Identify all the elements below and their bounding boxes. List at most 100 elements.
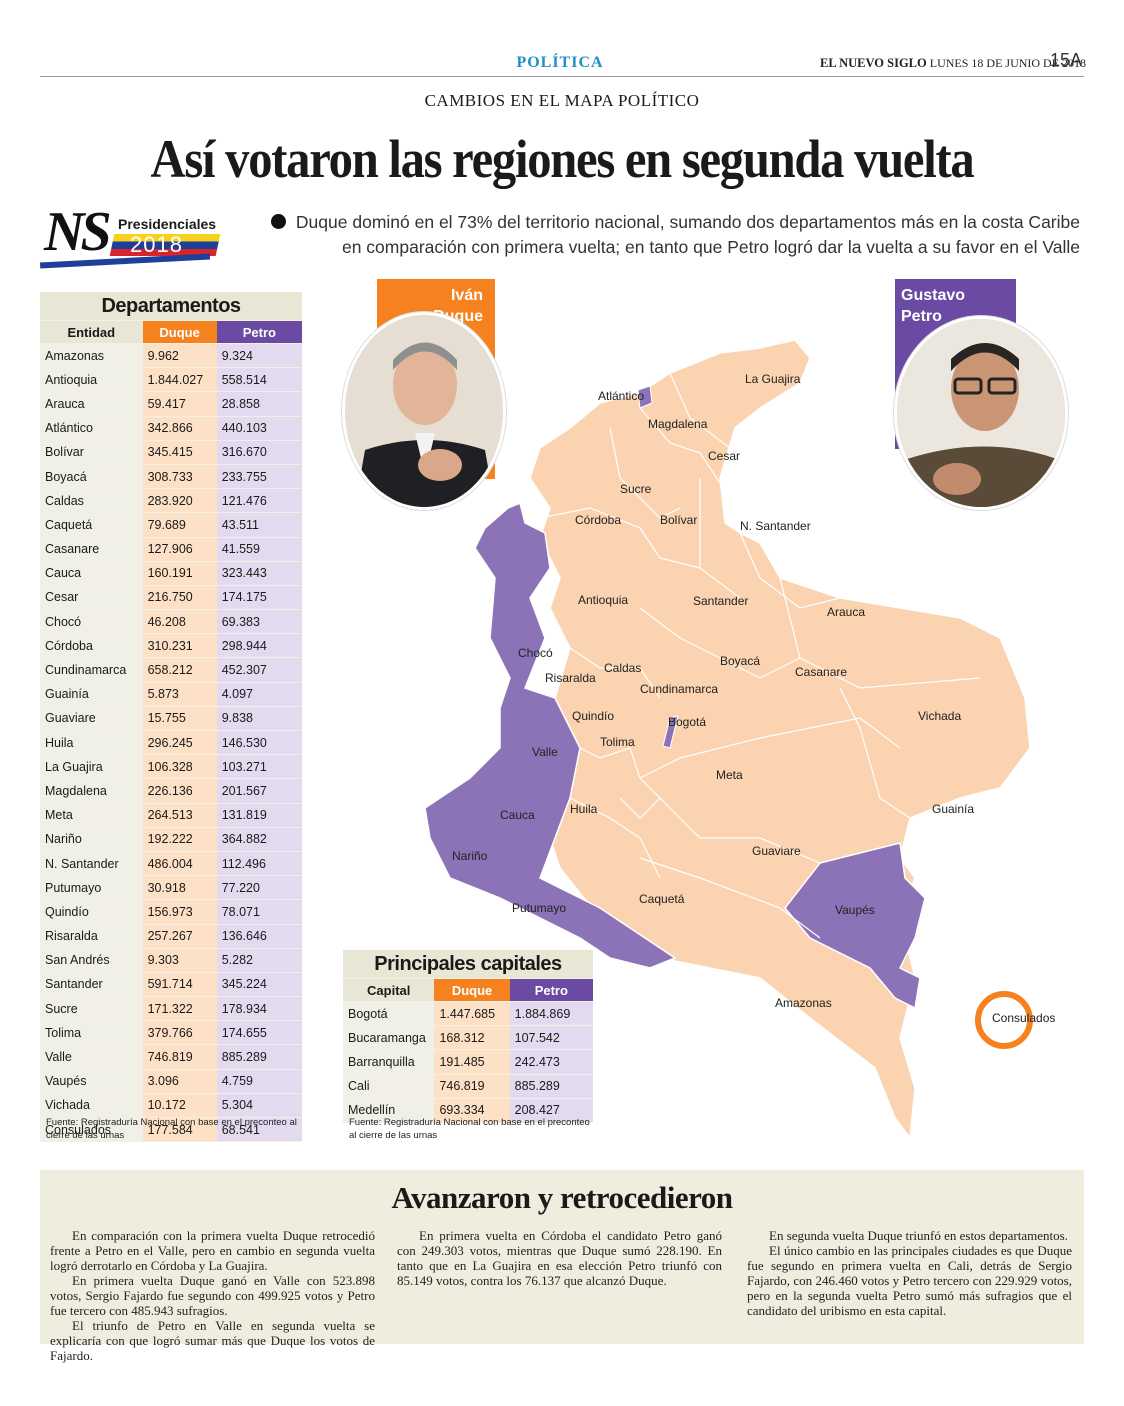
entity-cell: Nariño [40, 827, 143, 852]
duque-votes-cell: 5.873 [142, 682, 217, 707]
petro-votes-cell: 885.289 [509, 1074, 593, 1099]
article-column-1: En comparación con la primera vuelta Duq… [50, 1228, 375, 1363]
capitals-table: Principales capitales Capital Duque Petr… [343, 950, 593, 1123]
petro-votes-cell: 121.476 [216, 488, 302, 514]
petro-votes-cell: 28.858 [216, 391, 302, 417]
col-header-duque: Duque [142, 320, 217, 344]
petro-votes-cell: 146.530 [216, 730, 302, 756]
entity-cell: Putumayo [40, 875, 143, 901]
entity-cell: La Guajira [40, 754, 143, 780]
entity-cell: Medellín [343, 1098, 435, 1123]
department-row: Amazonas 9.962 9.324 [40, 343, 302, 369]
map-label: Quindío [572, 709, 614, 723]
department-row: Bolívar 345.415 316.670 [40, 440, 302, 465]
capitals-header-row: Capital Duque Petro [343, 978, 593, 1002]
map-label: Caldas [604, 661, 641, 675]
duque-votes-cell: 59.417 [142, 391, 217, 417]
department-row: Putumayo 30.918 77.220 [40, 875, 302, 901]
map-atlantico [637, 385, 653, 409]
entity-cell: Magdalena [40, 778, 143, 804]
duque-votes-cell: 192.222 [142, 827, 217, 852]
kicker: CAMBIOS EN EL MAPA POLÍTICO [424, 91, 700, 110]
department-row: Caldas 283.920 121.476 [40, 488, 302, 514]
department-row: La Guajira 106.328 103.271 [40, 754, 302, 780]
map-label: Valle [532, 745, 558, 759]
petro-votes-cell: 5.304 [216, 1093, 302, 1119]
paragraph: El único cambio en las principales ciuda… [747, 1243, 1072, 1318]
petro-votes-cell: 4.759 [216, 1069, 302, 1094]
map-region-petro-west [424, 501, 677, 969]
header-rule [40, 76, 1084, 77]
map-label: N. Santander [740, 519, 811, 533]
bottom-article-title: Avanzaron y retrocedieron [391, 1180, 733, 1215]
department-row: Santander 591.714 345.224 [40, 972, 302, 998]
map-label: Córdoba [575, 513, 621, 527]
department-row: Chocó 46.208 69.383 [40, 609, 302, 635]
department-row: Valle 746.819 885.289 [40, 1044, 302, 1070]
entity-cell: San Andrés [40, 948, 143, 973]
department-row: Tolima 379.766 174.655 [40, 1020, 302, 1046]
petro-votes-cell: 9.324 [216, 343, 302, 369]
entity-cell: Sucre [40, 996, 143, 1022]
department-row: Cundinamarca 658.212 452.307 [40, 657, 302, 683]
duque-votes-cell: 171.322 [142, 996, 217, 1022]
petro-first-name: Gustavo [901, 287, 966, 304]
map-label: Cauca [500, 808, 535, 822]
duque-votes-cell: 308.733 [142, 464, 217, 490]
entity-cell: Chocó [40, 609, 143, 635]
entity-cell: Guaviare [40, 706, 143, 732]
entity-cell: Consulados [40, 1117, 143, 1143]
department-row: Atlántico 342.866 440.103 [40, 416, 302, 441]
petro-votes-cell: 112.496 [216, 851, 302, 877]
department-row: Cesar 216.750 174.175 [40, 585, 302, 611]
capitals-source: Fuente: Registraduría Nacional con base … [349, 1117, 590, 1141]
map-labels: La Guajira Atlántico Magdalena Cesar Sucre Có… [452, 372, 974, 1010]
duque-votes-cell: 15.755 [142, 706, 217, 732]
entity-cell: Barranquilla [343, 1049, 435, 1075]
petro-votes-cell: 298.944 [216, 633, 302, 659]
entity-cell: Cesar [40, 585, 143, 611]
map-label: Vaupés [835, 903, 875, 917]
duque-votes-cell: 160.191 [142, 561, 217, 586]
petro-votes-cell: 174.655 [216, 1020, 302, 1046]
entity-cell: Huila [40, 730, 143, 756]
map-label: Magdalena [648, 417, 708, 431]
duque-votes-cell: 79.689 [142, 512, 217, 538]
petro-last-name: Petro [901, 308, 942, 325]
capital-row: Barranquilla 191.485 242.473 [343, 1049, 593, 1075]
entity-cell: Risaralda [40, 924, 143, 949]
issue-date: LUNES 18 DE JUNIO DE 2018 [929, 56, 1087, 70]
duque-votes-cell: 1.844.027 [142, 367, 217, 393]
entity-cell: Bolívar [40, 440, 143, 465]
duque-votes-cell: 283.920 [142, 488, 217, 514]
entity-cell: Vichada [40, 1093, 143, 1119]
petro-votes-cell: 558.514 [216, 367, 302, 393]
map-label: Caquetá [639, 892, 685, 906]
department-row: Consulados 177.584 68.541 [40, 1117, 302, 1143]
colombia-map: La Guajira Atlántico Magdalena Cesar Sucre Có… [340, 278, 1120, 1148]
petro-votes-cell: 77.220 [216, 875, 302, 901]
duque-votes-cell: 1.447.685 [434, 1001, 510, 1027]
petro-votes-cell: 178.934 [216, 996, 302, 1022]
department-row: Guainía 5.873 4.097 [40, 682, 302, 707]
entity-cell: Cauca [40, 561, 143, 586]
entity-cell: Tolima [40, 1020, 143, 1046]
entity-cell: Amazonas [40, 343, 143, 369]
departments-rows: Amazonas 9.962 9.324 Antioquia 1.844.027 558.… [40, 343, 302, 1143]
entity-cell: Casanare [40, 537, 143, 562]
entity-cell: Cundinamarca [40, 657, 143, 683]
masthead: EL NUEVO SIGLO LUNES 18 DE JUNIO DE 2018 [820, 56, 1086, 71]
duque-votes-cell: 106.328 [142, 754, 217, 780]
entity-cell: Santander [40, 972, 143, 998]
duque-votes-cell: 46.208 [142, 609, 217, 635]
duque-votes-cell: 127.906 [142, 537, 217, 562]
map-label: Arauca [827, 605, 865, 619]
petro-votes-cell: 885.289 [216, 1044, 302, 1070]
petro-votes-cell: 323.443 [216, 561, 302, 586]
departments-source: Fuente: Registraduría Nacional con base … [46, 1117, 297, 1141]
petro-portrait [894, 316, 1068, 510]
map-label: Boyacá [720, 654, 760, 668]
map-label: Cundinamarca [640, 682, 718, 696]
entity-cell: N. Santander [40, 851, 143, 877]
entity-cell: Arauca [40, 391, 143, 417]
